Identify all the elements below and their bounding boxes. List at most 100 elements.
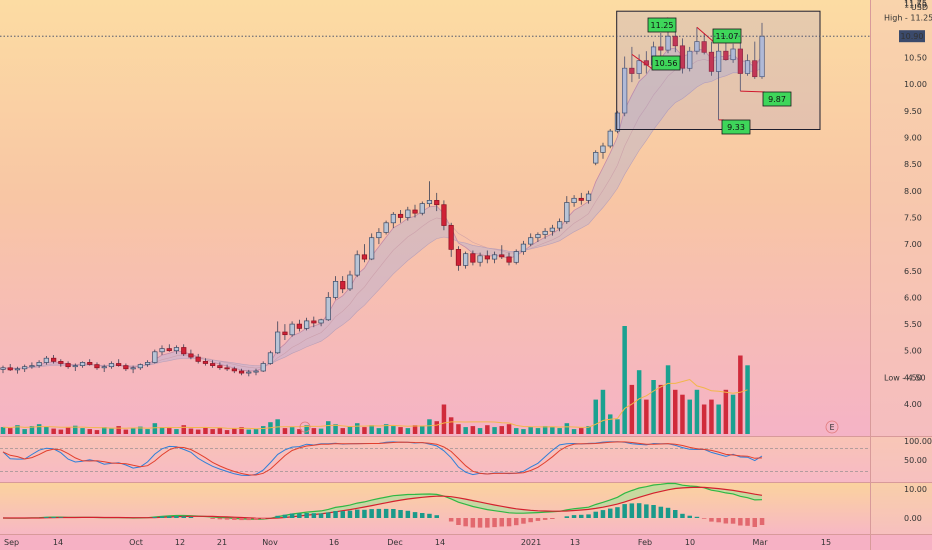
volume-bar [557,428,562,434]
volume-bar [709,399,714,434]
candle-body [246,371,252,374]
momentum-hist-bar [535,518,541,521]
momentum-hist-bar [506,518,512,527]
price-axis-tick: 5.00 [904,347,922,356]
momentum-hist-bar [564,516,570,518]
volume-bar [701,404,707,434]
candle-body [484,255,490,260]
candle-body [622,67,628,114]
candle-body [578,197,584,201]
volume-bar [369,425,374,434]
momentum-hist-bar [51,517,56,518]
volume-bar [730,394,736,434]
volume-bar [94,430,100,434]
volume-bar [564,423,570,434]
x-axis-tick: 14 [53,538,63,547]
volume-bar [673,389,678,434]
candle-body [549,227,555,232]
volume-ma-line [2,378,748,430]
momentum-hist-bar [355,509,360,518]
momentum-hist-bar [167,516,172,518]
price-axis-tick: 7.00 [904,240,922,249]
volume-bar [203,427,208,434]
candle-body [332,281,339,298]
candle-body [202,361,209,364]
candle-body [730,48,736,61]
momentum-hist-bar [571,515,577,518]
candle-body [419,203,425,214]
volume-bar [629,384,635,434]
volume-bar [391,426,396,434]
volume-bar [521,429,526,434]
momentum-hist-bar [217,518,223,520]
momentum-hist-bar [644,504,649,518]
ma-fast-line [2,47,763,372]
candle-body [672,35,678,47]
volume-bar [326,421,331,434]
earnings-marker-label: E [829,423,834,432]
momentum-hist-bar [224,518,230,520]
momentum-hist-bar [651,505,656,518]
stoch-pane-bg [0,436,932,482]
volume-bar [615,419,620,434]
volume-bar [224,430,230,434]
x-axis-tick: Oct [129,538,143,547]
momentum-hist-bar [499,518,504,527]
momentum-hist-bar [232,518,237,520]
volume-bar [167,428,172,434]
x-axis-tick: Mar [752,538,768,547]
candle-body [108,363,115,368]
momentum-hist-bar [687,515,692,518]
annotation-leader [740,90,766,93]
ma-ribbon [3,48,762,371]
candle-body [542,230,548,235]
x-axis-tick: 12 [175,538,185,547]
volume-bar [289,427,295,434]
volume-bar [542,426,548,434]
price-axis-tick: 8.00 [904,187,922,196]
high-label: High - 11.25 [884,14,932,23]
candle-body [159,348,165,353]
stoch-scale-tick: 100.00 [904,437,932,446]
candle-body [463,253,469,266]
volume-bar [80,428,85,434]
candle-body [275,331,281,354]
momentum-hist-bar [210,518,215,519]
annotation-label: 11.07 [716,32,739,41]
candle-body [520,243,527,252]
candle-body [340,281,346,290]
annotation-tag [762,91,792,107]
stoch-d-line [2,441,763,476]
momentum-hist-bar [542,518,548,520]
annotation-tag [651,55,681,71]
volume-bar [550,427,555,434]
volume-bar [174,429,179,434]
candle-body [434,200,440,206]
annotation-label: 9.33 [727,123,745,132]
candle-body [318,319,324,324]
momentum-hist-bar [405,510,411,518]
candle-body [744,60,751,74]
annotation-label: 11.25 [651,21,674,30]
candle-body [137,364,143,369]
momentum-hist-bar [318,513,324,518]
candle-body [181,347,187,355]
candle-body [441,204,447,226]
momentum-hist-bar [470,518,476,528]
momentum-hist-bar [579,514,584,518]
candle-body [224,367,230,370]
price-axis-tick: 10.50 [904,54,927,63]
candle-body [152,351,158,363]
momentum-hist-bar [716,518,721,523]
candle-body [557,221,563,229]
momentum-hist-bar [723,518,729,524]
momentum-hist-bar [246,518,251,521]
volume-bar [593,399,598,434]
volume-bar [355,423,360,434]
candle-body [188,353,194,358]
x-axis-tick: 15 [821,538,831,547]
momentum-hist-bar [174,516,179,518]
momentum-hist-bar [521,518,526,524]
volume-bar [470,426,476,434]
